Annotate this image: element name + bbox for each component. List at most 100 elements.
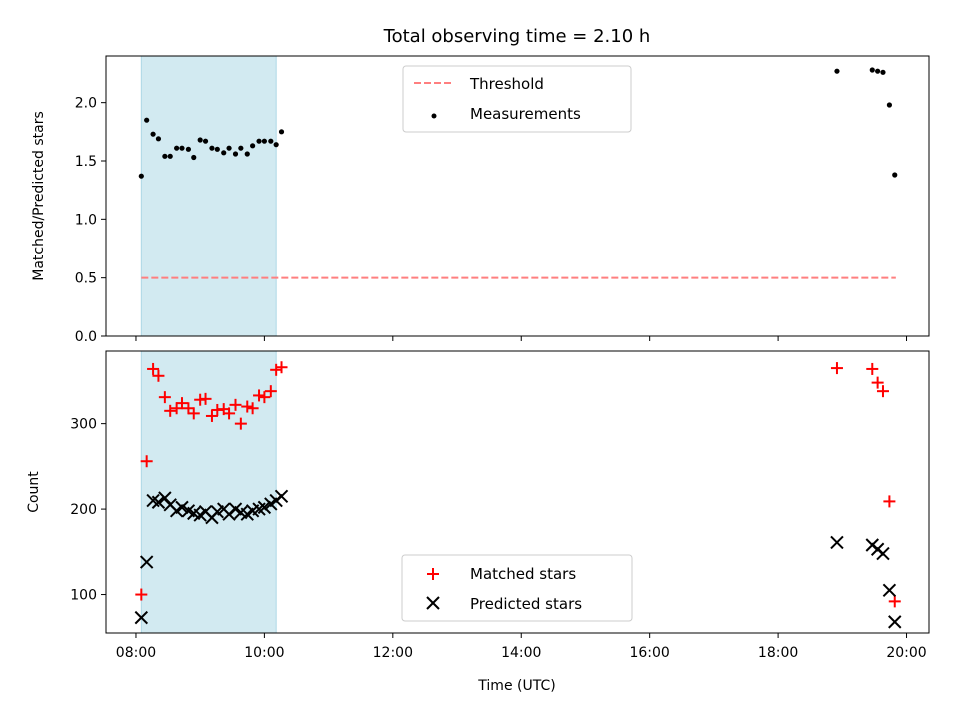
matched-star-point: [140, 455, 153, 468]
matched-star-point: [147, 362, 160, 375]
x-axis-label: Time (UTC): [477, 678, 555, 694]
measurement-point: [278, 129, 285, 135]
ratio-legend: Threshold Measurements: [402, 65, 632, 133]
matched-star-point: [253, 389, 266, 402]
count-y-tick-label: 100: [70, 588, 97, 604]
matched-star-point: [246, 402, 259, 415]
predicted-star-point: [158, 491, 172, 505]
predicted-star-point: [882, 583, 897, 597]
measurement-point: [880, 69, 886, 75]
measurement-point: [209, 145, 215, 151]
ratio-y-tick-label: 1.0: [75, 212, 97, 228]
measurement-point: [886, 102, 893, 108]
matched-star-point: [258, 391, 271, 404]
matched-star-point: [175, 397, 188, 410]
measurement-point: [138, 173, 144, 179]
matched-star-point: [135, 588, 148, 601]
measurement-point: [155, 136, 162, 142]
matched-star-point: [275, 361, 288, 374]
predicted-star-point: [151, 495, 166, 509]
predicted-star-point: [888, 615, 902, 629]
ratio-y-tick-label: 0.0: [75, 329, 97, 345]
x-tick-label: 12:00: [373, 645, 413, 661]
matched-star-point: [158, 391, 171, 404]
measurement-point: [268, 138, 274, 144]
matched-star-point: [205, 409, 218, 422]
matched-star-point: [830, 362, 843, 375]
measurement-point: [179, 145, 185, 151]
matched-star-point: [876, 385, 889, 398]
measurement-point: [162, 153, 168, 159]
ratio-observing-span: [140, 55, 277, 337]
matched-star-point: [234, 417, 247, 430]
matched-star-point: [199, 392, 212, 405]
ratio-legend-box: [402, 65, 632, 133]
x-tick-label: 20:00: [886, 645, 926, 661]
measurement-point: [150, 131, 156, 137]
threshold-legend-label: Threshold: [469, 75, 544, 93]
measurement-point: [202, 138, 209, 144]
predicted-legend-marker: [426, 596, 440, 610]
measurement-point: [834, 68, 840, 74]
count-plot-frame: [105, 350, 930, 634]
predicted-star-point: [274, 489, 289, 503]
matched-star-point: [883, 495, 896, 508]
measurement-point: [167, 153, 173, 159]
measurement-point: [273, 142, 279, 148]
count-panel: 100 200 300 08:00 10:00 12:00 14:00 16:00 18:00 2…: [26, 350, 930, 694]
measurement-point: [256, 138, 262, 144]
predicted-legend-label: Predicted stars: [470, 595, 582, 613]
chart-title: Total observing time = 2.10 h: [383, 26, 651, 47]
measurement-point: [238, 145, 244, 151]
measurement-legend-marker: [431, 113, 437, 119]
measurement-point: [174, 145, 180, 151]
measurement-point: [185, 146, 192, 152]
matched-star-point: [871, 376, 884, 389]
count-legend: Matched stars Predicted stars: [401, 554, 633, 622]
measurement-point: [892, 172, 898, 178]
measurement-point: [214, 146, 220, 152]
matched-star-point: [270, 363, 283, 376]
measurement-point: [250, 143, 256, 149]
measurement-point: [244, 151, 250, 157]
predicted-star-point: [257, 500, 272, 515]
matched-star-point: [170, 402, 183, 415]
matched-star-point: [223, 407, 236, 420]
measurement-point: [869, 67, 875, 73]
ratio-plot-frame: [105, 55, 930, 337]
predicted-star-point: [876, 546, 890, 561]
ratio-y-tick-label: 1.5: [75, 154, 97, 170]
matched-star-point: [187, 407, 200, 420]
matched-star-point: [182, 402, 195, 415]
matched-star-point: [241, 400, 254, 413]
measurement-point: [221, 150, 227, 156]
matched-star-point: [152, 369, 165, 382]
matched-legend-label: Matched stars: [470, 565, 576, 583]
predicted-star-point: [134, 610, 149, 625]
x-tick-label: 14:00: [501, 645, 541, 661]
x-tick-label: 08:00: [116, 645, 156, 661]
ratio-y-tick-label: 2.0: [75, 96, 97, 112]
matched-star-point: [264, 385, 277, 398]
count-y-tick-label: 200: [70, 502, 97, 518]
matched-star-point: [229, 398, 242, 411]
measurement-point: [875, 68, 881, 74]
matched-legend-marker: [427, 568, 439, 580]
predicted-star-point: [830, 535, 844, 550]
x-tick-label: 16:00: [629, 645, 669, 661]
count-y-axis-label: Count: [26, 471, 42, 513]
measurement-point: [197, 137, 203, 143]
measurement-point: [191, 154, 197, 161]
measurement-point: [226, 145, 232, 151]
predicted-star-point: [139, 555, 154, 569]
matched-star-point: [164, 404, 177, 417]
measurement-point: [144, 117, 150, 123]
matched-star-point: [866, 362, 879, 375]
x-tick-label: 10:00: [244, 645, 284, 661]
predicted-star-point: [175, 500, 189, 515]
ratio-panel: 0.00.51.01.52.0 Matched/Predicted stars …: [31, 55, 930, 345]
x-tick-label: 18:00: [758, 645, 798, 661]
count-legend-box: [401, 554, 633, 622]
ratio-y-axis-label: Matched/Predicted stars: [31, 111, 47, 281]
